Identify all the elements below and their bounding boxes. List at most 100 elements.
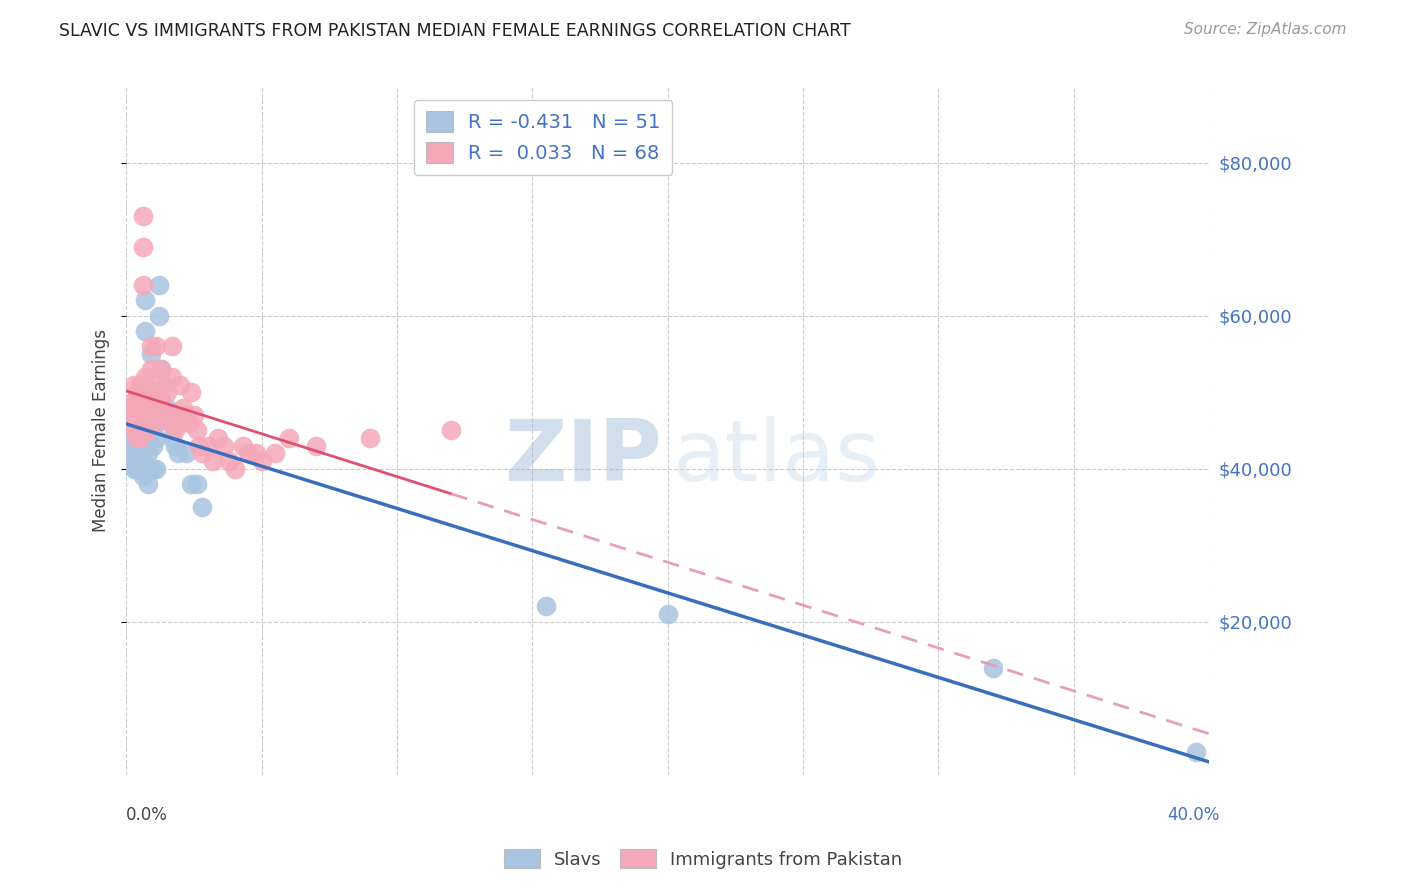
Point [186,424,208,438]
Point [534,599,557,614]
Point [136,446,159,460]
Point [145,339,167,353]
Point [191,500,214,514]
Point [127,385,149,400]
Point [305,439,328,453]
Point [156,408,179,422]
Point [121,439,143,453]
Point [131,454,153,468]
Point [128,401,150,415]
Point [183,408,205,422]
Point [134,424,156,438]
Point [139,347,162,361]
Point [128,416,150,430]
Point [121,401,143,415]
Point [139,385,162,400]
Point [128,431,150,445]
Point [142,416,165,430]
Point [131,278,153,293]
Y-axis label: Median Female Earnings: Median Female Earnings [93,329,110,532]
Point [150,362,173,376]
Legend: Slavs, Immigrants from Pakistan: Slavs, Immigrants from Pakistan [496,841,910,876]
Point [148,278,170,293]
Point [128,446,150,460]
Point [142,439,165,453]
Point [174,408,197,422]
Point [124,424,146,438]
Point [150,401,173,415]
Point [163,408,186,422]
Point [166,416,188,430]
Point [150,362,173,376]
Point [124,446,146,460]
Point [148,408,170,422]
Point [174,446,197,460]
Point [172,401,194,415]
Point [136,385,159,400]
Point [134,370,156,384]
Point [128,424,150,438]
Point [180,477,202,491]
Point [136,477,159,491]
Text: 0.0%: 0.0% [127,805,169,823]
Point [145,461,167,475]
Point [134,392,156,407]
Point [139,362,162,376]
Point [232,439,254,453]
Point [245,446,267,460]
Text: 40.0%: 40.0% [1167,805,1220,823]
Point [127,446,149,460]
Point [131,469,153,483]
Text: atlas: atlas [673,417,882,500]
Point [134,408,156,422]
Point [124,431,146,445]
Point [153,408,176,422]
Point [131,240,153,254]
Point [131,210,153,224]
Point [159,416,181,430]
Point [186,477,208,491]
Point [197,439,219,453]
Point [162,339,184,353]
Point [118,431,141,445]
Point [657,607,679,621]
Point [145,431,167,445]
Point [148,385,170,400]
Point [136,461,159,475]
Point [156,401,179,415]
Point [142,392,165,407]
Point [124,377,146,392]
Point [166,446,188,460]
Point [224,461,246,475]
Point [142,461,165,475]
Point [121,454,143,468]
Point [134,324,156,338]
Point [136,408,159,422]
Point [150,392,173,407]
Point [236,446,259,460]
Point [124,408,146,422]
Text: SLAVIC VS IMMIGRANTS FROM PAKISTAN MEDIAN FEMALE EARNINGS CORRELATION CHART: SLAVIC VS IMMIGRANTS FROM PAKISTAN MEDIA… [59,22,851,40]
Point [169,416,191,430]
Point [212,439,235,453]
Point [163,439,186,453]
Point [177,416,200,430]
Point [127,401,149,415]
Text: ZIP: ZIP [505,417,662,500]
Point [145,370,167,384]
Point [136,424,159,438]
Point [131,431,153,445]
Text: Source: ZipAtlas.com: Source: ZipAtlas.com [1184,22,1347,37]
Point [191,446,214,460]
Point [128,377,150,392]
Point [440,424,463,438]
Point [981,660,1004,674]
Point [180,385,202,400]
Point [264,446,287,460]
Point [159,416,181,430]
Point [121,416,143,430]
Point [207,431,229,445]
Point [162,431,184,445]
Point [142,424,165,438]
Point [188,439,211,453]
